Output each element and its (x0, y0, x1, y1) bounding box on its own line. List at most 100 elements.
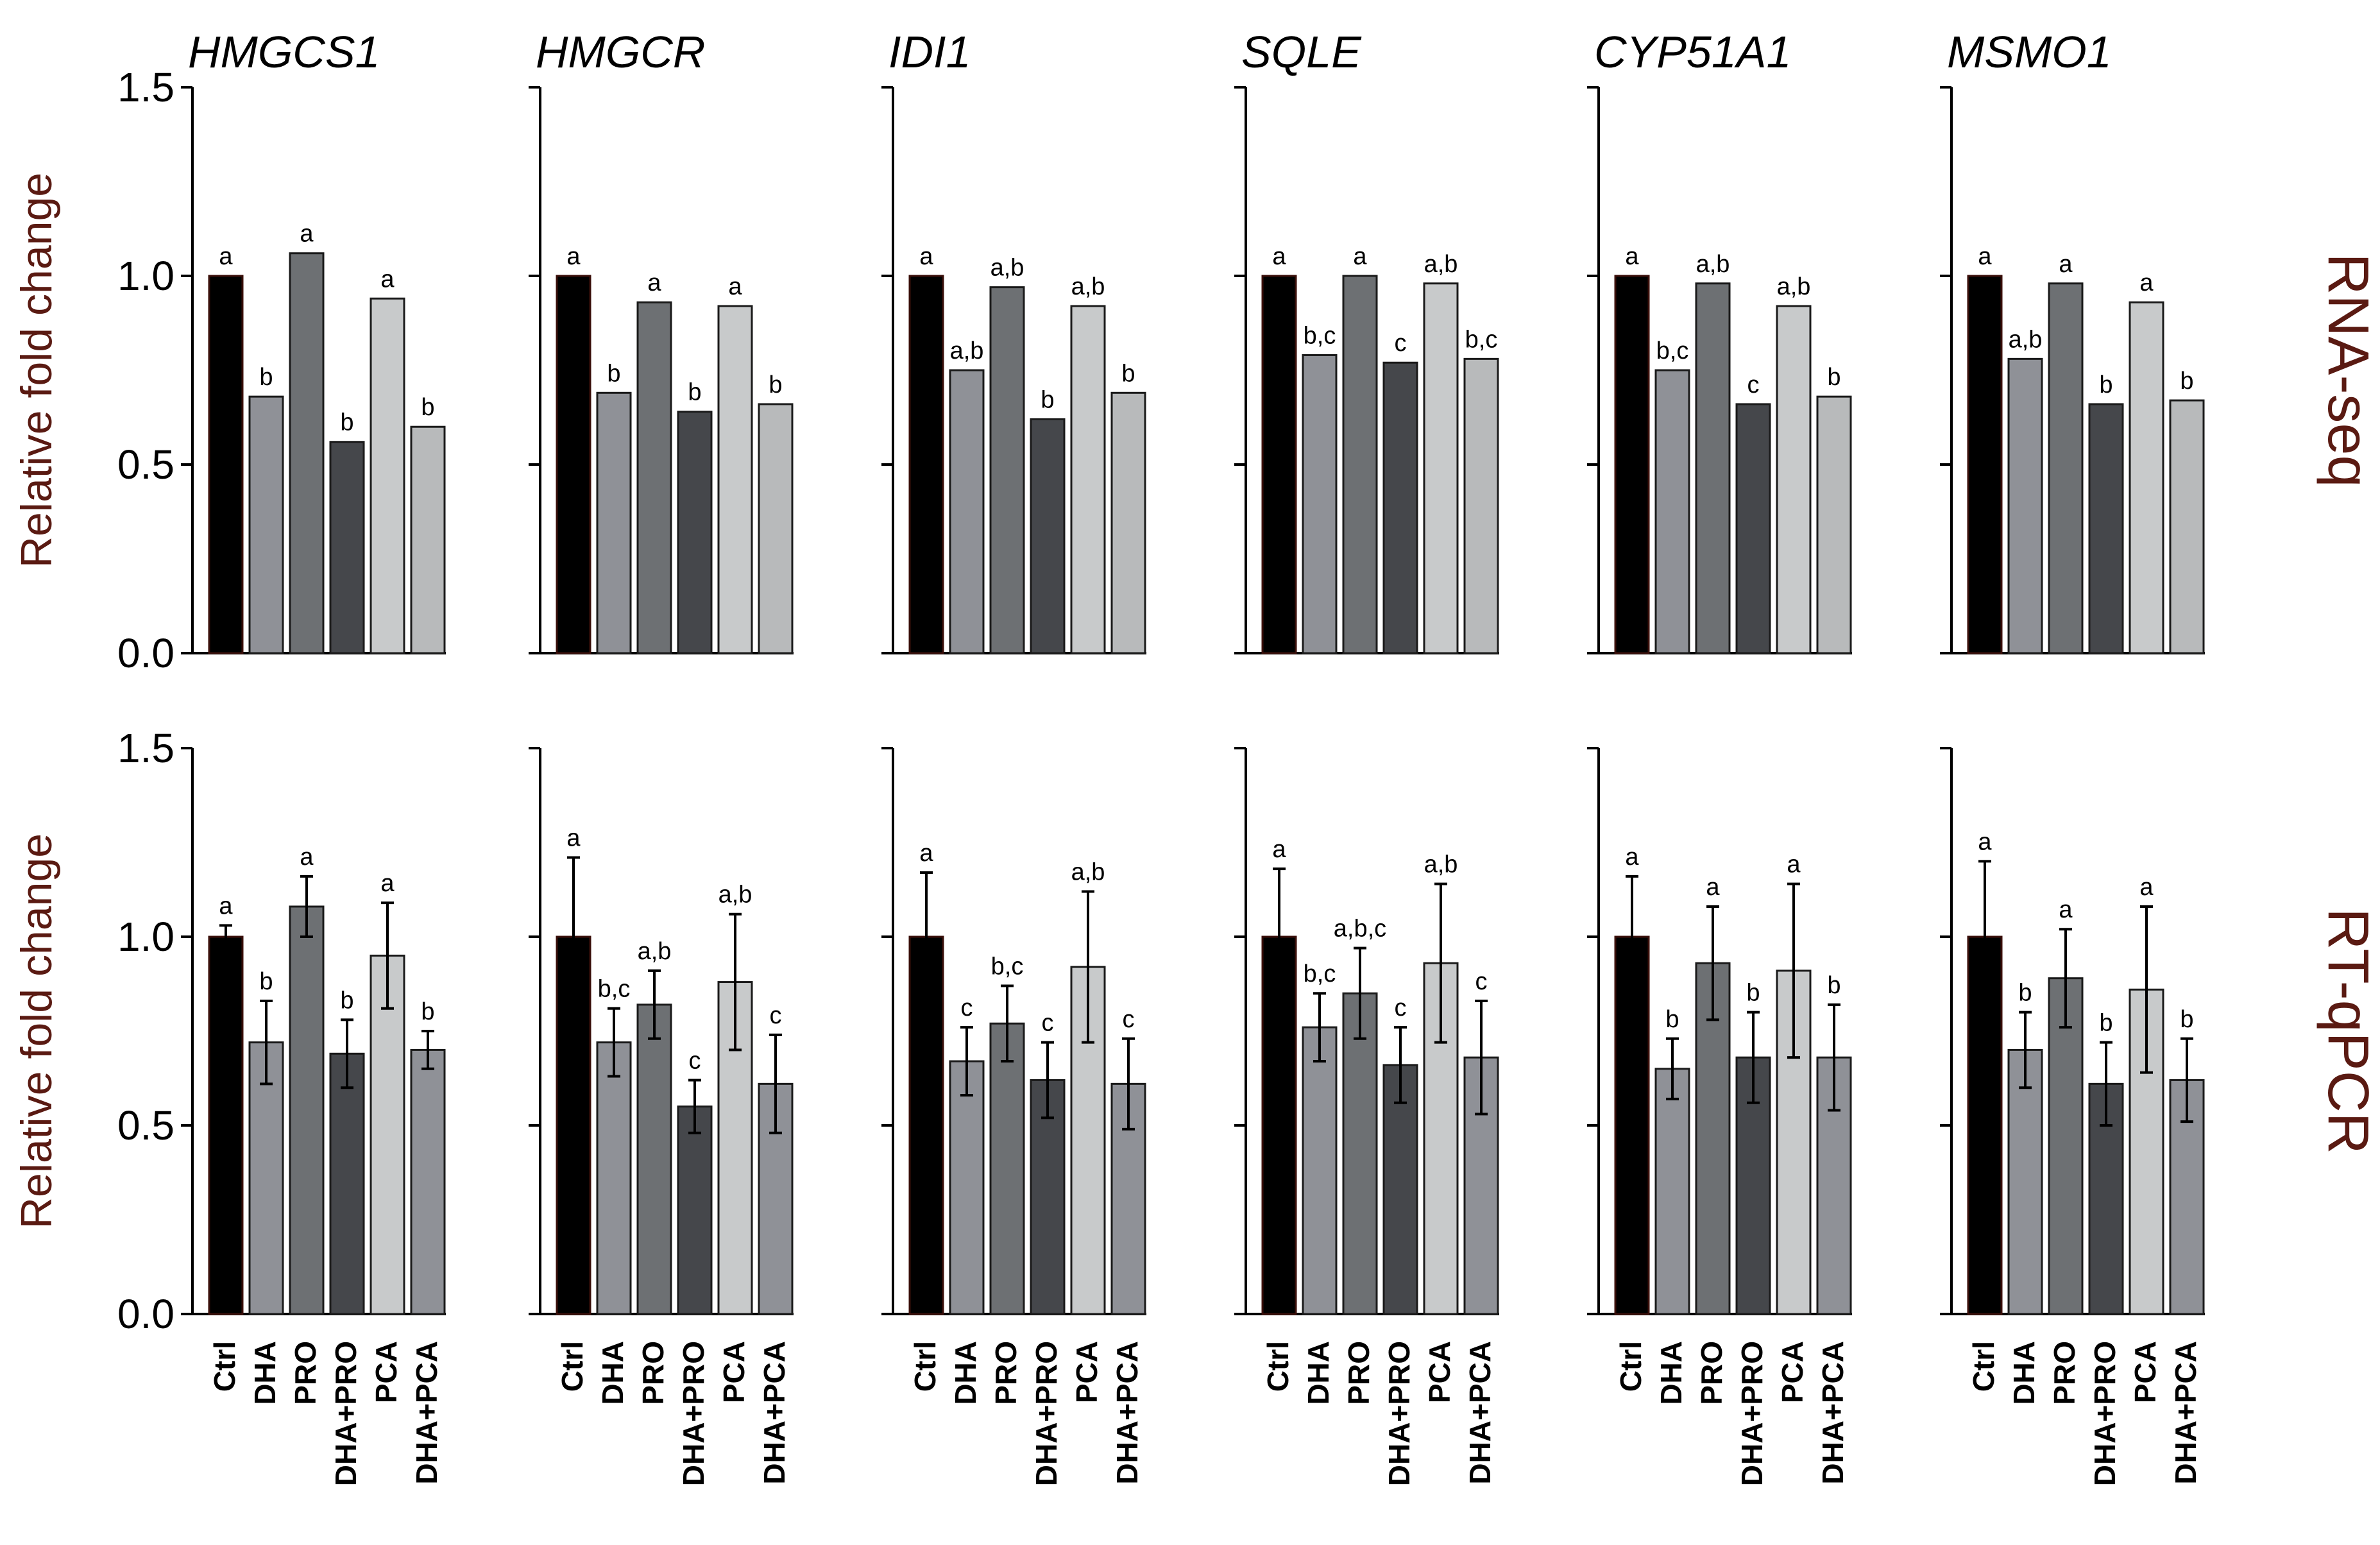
significance-label: a (1978, 828, 1992, 855)
significance-label: c (1123, 1006, 1135, 1033)
bar-pro (1695, 962, 1731, 1315)
panel-sqle-rnaseq: SQLE a b,c a c a,b b,c (1234, 27, 1499, 654)
significance-label: b,c (1304, 960, 1336, 987)
x-tick-label: PRO (1342, 1341, 1375, 1405)
bar-ctrl (556, 935, 591, 1315)
significance-label: b (2099, 371, 2112, 398)
bar-dha (1654, 1068, 1690, 1315)
bar-dha-pca (1110, 391, 1146, 654)
significance-label: a (1625, 243, 1639, 270)
bar-dha (596, 391, 632, 654)
bar-pro (1695, 282, 1731, 654)
significance-label: a (1706, 874, 1720, 901)
significance-label: c (961, 994, 973, 1021)
bar-pca (2129, 301, 2164, 654)
x-tick-label: DHA+PRO (677, 1341, 710, 1486)
x-tick-label: PRO (289, 1341, 322, 1405)
significance-label: a (919, 243, 933, 270)
significance-label: c (1747, 371, 1760, 398)
significance-label: a (1272, 836, 1286, 863)
significance-label: a,b (718, 882, 752, 909)
significance-label: b (2099, 1010, 2112, 1037)
bar-pca (1423, 282, 1459, 654)
significance-label: a (2059, 251, 2073, 278)
bar-pro (2048, 282, 2084, 654)
significance-label: b (1041, 386, 1054, 413)
significance-label: a (1625, 844, 1639, 871)
bar-dha-pca (2169, 399, 2205, 654)
panel-rtqpcr-3-rtqpcr: a c b,c c a,b c Ctrl DHA PRO DHA+PRO PCA DHA+PCA (881, 747, 1146, 1486)
panel-rtqpcr-2-rtqpcr: a b,c a,b c a,b c Ctrl DHA PRO DHA+PRO PCA DHA+PCA (529, 747, 794, 1486)
bar-dha-pca (410, 425, 446, 654)
significance-label: b (688, 379, 701, 406)
panel-idi1-rnaseq: IDI1 a a,b a,b b a,b b (881, 27, 1146, 654)
y-axis-title: Relative fold change (12, 173, 61, 568)
bar-pro (289, 252, 325, 654)
bar-dha-pro (1382, 361, 1418, 654)
significance-label: b,c (1656, 337, 1689, 364)
significance-label: a (380, 870, 395, 897)
significance-label: b (1827, 364, 1840, 391)
significance-label: a,b (1777, 273, 1811, 300)
bar-dha (2007, 1048, 2043, 1315)
bar-pro (2048, 977, 2084, 1315)
significance-label: a,b (990, 255, 1024, 282)
significance-label: a (1978, 243, 1992, 270)
panel-title: MSMO1 (1947, 27, 2112, 77)
bar-dha (248, 395, 284, 654)
significance-label: a,b (2009, 326, 2043, 353)
bar-dha-pca (1463, 357, 1499, 654)
significance-label: a,b (1424, 851, 1458, 878)
x-tick-label: PCA (1423, 1341, 1456, 1403)
bar-pca (1070, 305, 1106, 654)
bar-dha (949, 1060, 985, 1315)
significance-label: b (769, 371, 782, 398)
significance-label: b (607, 360, 620, 387)
x-tick-label: DHA (1302, 1341, 1335, 1405)
significance-label: b,c (1304, 322, 1336, 349)
x-tick-label: Ctrl (1967, 1341, 2000, 1392)
bar-ctrl (556, 275, 591, 654)
bar-ctrl (208, 935, 244, 1315)
panel-msmo1-rnaseq: MSMO1 a a,b a b a b (1940, 27, 2205, 654)
significance-label: a (728, 273, 742, 300)
significance-label: a (2139, 269, 2154, 296)
bar-pro (636, 301, 672, 654)
bar-pca (370, 297, 405, 654)
x-tick-label: DHA+PRO (2088, 1341, 2121, 1486)
bar-dha-pca (410, 1048, 446, 1315)
y-tick-label: 0.0 (117, 630, 174, 676)
significance-label: a (2059, 896, 2073, 923)
panel-rtqpcr-4-rtqpcr: a b,c a,b,c c a,b c Ctrl DHA PRO DHA+PRO PCA DHA+PC… (1234, 747, 1499, 1486)
bar-dha (1302, 354, 1338, 654)
x-tick-label: DHA+PCA (758, 1341, 791, 1485)
x-tick-label: DHA+PCA (1463, 1341, 1497, 1485)
x-tick-label: PCA (1070, 1341, 1103, 1403)
bar-dha (1654, 369, 1690, 654)
significance-label: b (1121, 360, 1135, 387)
bar-ctrl (1614, 275, 1650, 654)
bar-ctrl (1967, 275, 2003, 654)
y-tick-label: 1.0 (117, 914, 174, 960)
panel-title: IDI1 (888, 27, 971, 77)
significance-label: a,b,c (1334, 916, 1386, 943)
panel-rtqpcr-1-rtqpcr: 0.0 0.5 1.0 1.5 a b a b a b Ctrl DHA PRO DHA+PRO PCA DH… (117, 725, 446, 1486)
x-tick-label: PRO (636, 1341, 670, 1405)
bar-dha-pca (1816, 395, 1852, 654)
x-tick-label: PCA (1776, 1341, 1809, 1403)
significance-label: a (566, 825, 581, 852)
significance-label: b,c (991, 953, 1024, 980)
significance-label: b (2180, 1006, 2193, 1033)
x-tick-label: PCA (2129, 1341, 2162, 1403)
significance-label: c (689, 1047, 701, 1074)
bar-dha-pro (1735, 403, 1771, 654)
x-tick-label: Ctrl (908, 1341, 942, 1392)
bar-ctrl (1614, 935, 1650, 1315)
significance-label: a (2139, 874, 2154, 901)
x-tick-label: DHA+PRO (329, 1341, 362, 1486)
bar-pro (289, 905, 325, 1315)
x-tick-label: DHA (2007, 1341, 2041, 1405)
significance-label: b (2018, 980, 2032, 1007)
panel-title: HMGCS1 (188, 27, 380, 77)
panel-hmgcs1-rnaseq: 0.0 0.5 1.0 1.5 HMGCS1 a b a b a b (117, 27, 446, 676)
